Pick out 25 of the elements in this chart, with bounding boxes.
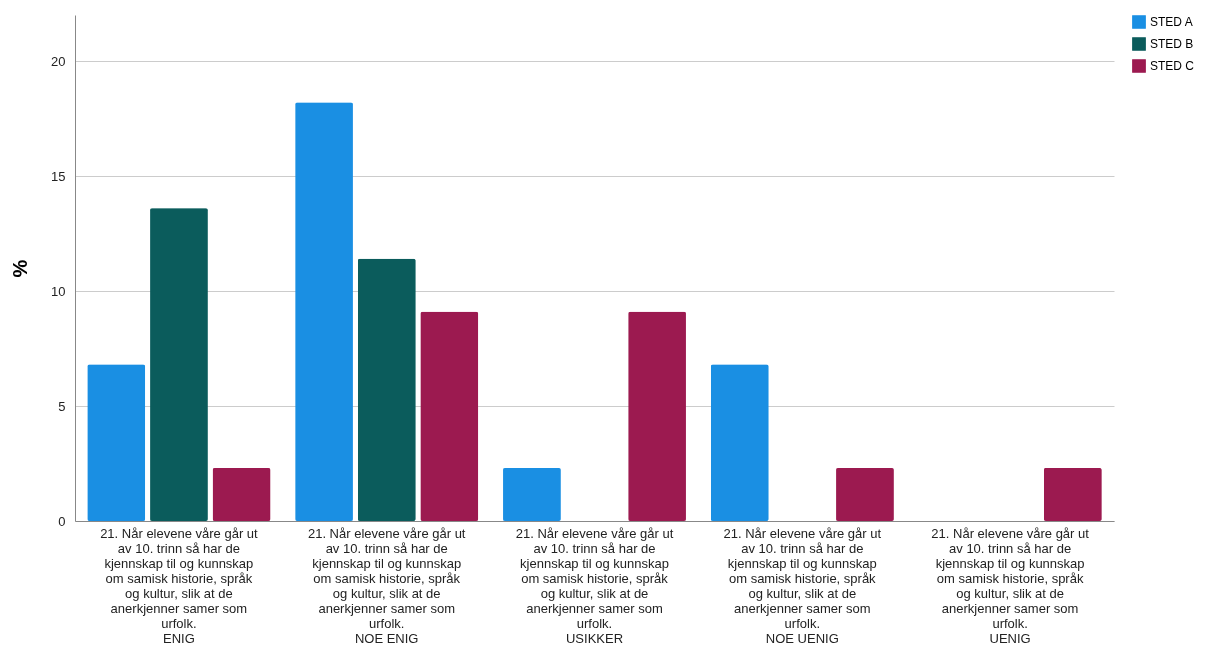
- legend-label: STED A: [1150, 15, 1193, 29]
- bar: [295, 102, 353, 521]
- x-tick-label: 21. Når elevene våre går ut av 10. trinn så har de kjennskap til og kunnskap om samisk historie, språk og kultur, slik at de anerkjenner samer som urfolk. NOE ENIG: [307, 525, 466, 646]
- y-tick-label: 0: [58, 513, 66, 529]
- legend-label: STED B: [1150, 37, 1194, 51]
- y-tick-label: 15: [51, 168, 66, 184]
- bar: [420, 311, 479, 521]
- bar: [357, 258, 416, 521]
- x-tick-label: 21. Når elevene våre går ut av 10. trinn så har de kjennskap til og kunnskap om samisk historie, språk og kultur, slik at de anerkjenner samer som urfolk. USIKKER: [515, 525, 674, 646]
- y-tick-label: 10: [51, 283, 66, 299]
- x-tick-label: 21. Når elevene våre går ut av 10. trinn så har de kjennskap til og kunnskap om samisk historie, språk og kultur, slik at de anerkjenner samer som urfolk. UENIG: [931, 525, 1090, 646]
- bar: [87, 364, 146, 521]
- bar: [628, 311, 686, 521]
- bar: [710, 364, 769, 521]
- bar: [503, 468, 561, 521]
- x-tick-label: 21. Når elevene våre går ut av 10. trinn så har de kjennskap til og kunnskap om samisk historie, språk og kultur, slik at de anerkjenner samer som urfolk. ENIG: [100, 525, 259, 646]
- bar: [836, 468, 894, 521]
- y-tick-label: 20: [51, 53, 66, 69]
- legend-label: STED C: [1150, 59, 1195, 73]
- y-tick-label: 5: [58, 398, 66, 414]
- bar: [212, 468, 271, 521]
- x-tick-label: 21. Når elevene våre går ut av 10. trinn så har de kjennskap til og kunnskap om samisk historie, språk og kultur, slik at de anerkjenner samer som urfolk. NOE UENIG: [723, 525, 882, 646]
- bar: [1043, 468, 1102, 521]
- bar: [150, 208, 208, 521]
- y-axis-title: %: [9, 259, 32, 278]
